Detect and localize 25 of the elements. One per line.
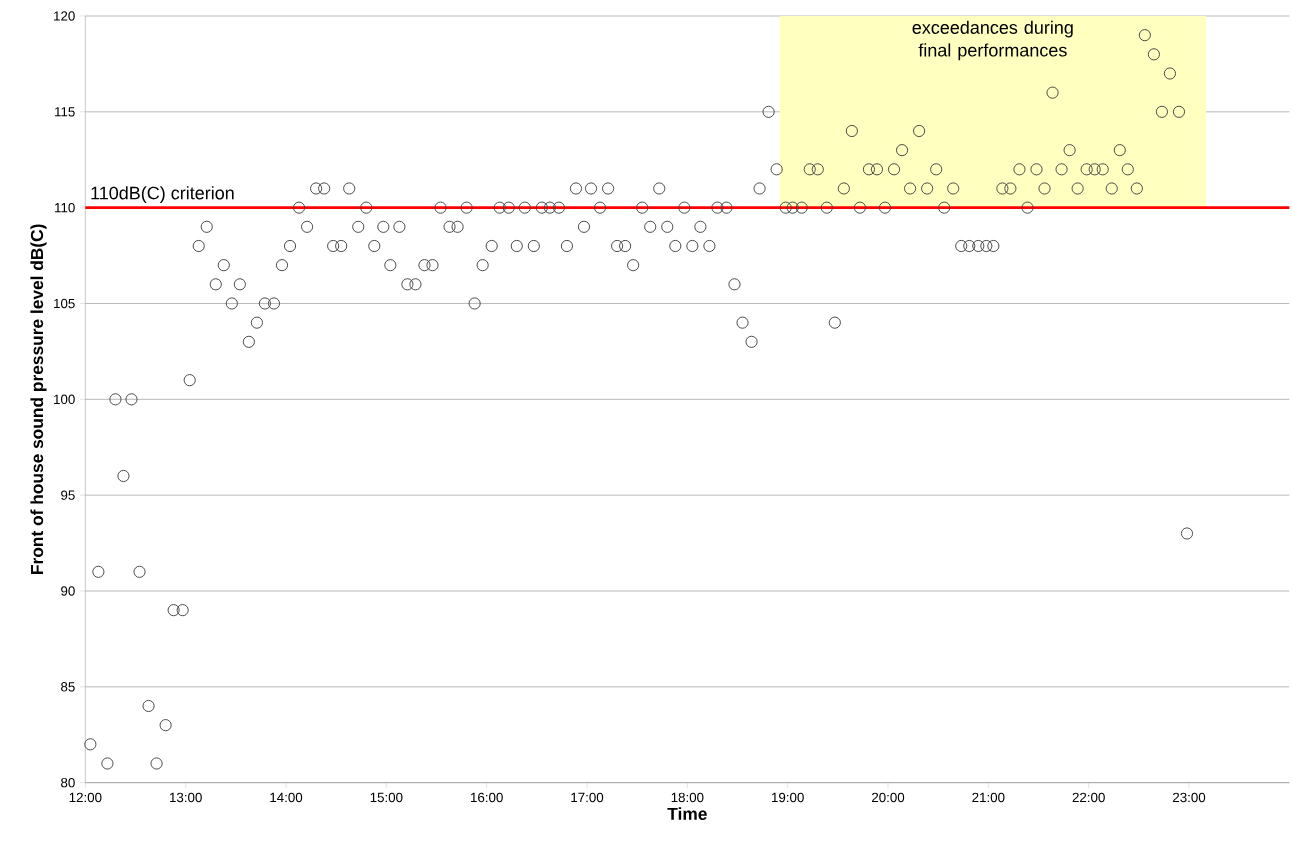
x-tick-label: 23:00	[1172, 792, 1206, 803]
x-tick-label: 19:00	[772, 792, 804, 803]
y-tick-label: 110	[55, 202, 75, 213]
y-tick-label: 90	[61, 586, 75, 596]
ref-line-label: 110dB(C) criterion	[91, 186, 234, 203]
y-tick-label: 115	[55, 107, 75, 117]
x-tick-label: 16:00	[471, 792, 503, 803]
band-label: exceedances during final performances	[912, 20, 1073, 61]
y-tick-label: 95	[61, 490, 75, 500]
x-tick-label: 21:00	[972, 792, 1005, 803]
x-tick-label: 17:00	[571, 792, 604, 803]
x-tick-label: 13:00	[170, 792, 202, 803]
y-tick-label: 120	[54, 11, 75, 21]
y-axis-title: Front of house sound pressure level dB(C)	[30, 224, 47, 574]
x-axis-title: Time	[667, 807, 707, 821]
y-tick-label: 100	[54, 394, 75, 405]
x-tick-label: 12:00	[69, 792, 102, 803]
y-tick-label: 85	[61, 682, 75, 692]
x-tick-label: 20:00	[871, 792, 905, 803]
x-tick-label: 15:00	[370, 792, 403, 803]
x-tick-label: 18:00	[671, 792, 704, 803]
x-tick-label: 14:00	[270, 792, 303, 803]
y-tick-label: 105	[54, 298, 75, 309]
x-tick-label: 22:00	[1072, 792, 1105, 803]
y-tick-label: 80	[61, 777, 75, 788]
